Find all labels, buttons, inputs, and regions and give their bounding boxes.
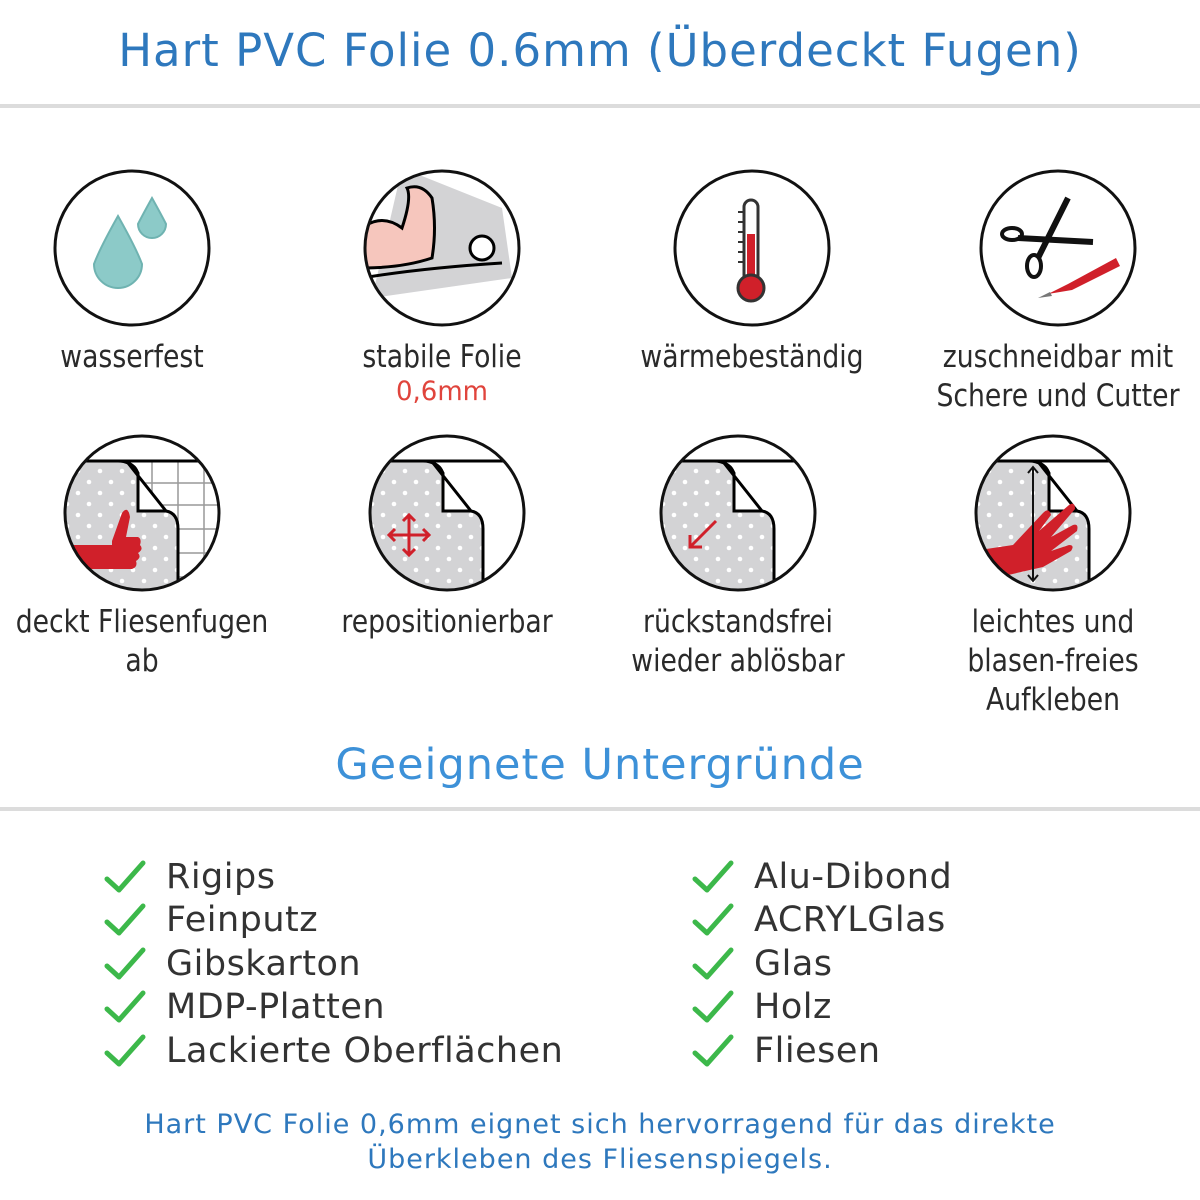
surface-item-label: Gibskarton [166,943,362,984]
move-arrows-icon [368,434,526,592]
surface-item: Holz [692,986,952,1030]
surface-item-label: Alu-Dibond [754,856,953,897]
surface-item: Fliesen [692,1029,952,1073]
checkmark-icon [692,990,734,1023]
surface-item-label: Feinputz [166,900,319,941]
thermometer-icon [673,169,831,327]
footer-note: Hart PVC Folie 0,6mm eignet sich hervorr… [0,1107,1200,1177]
checkmark-icon [692,947,734,980]
feature-label-deckt-fliesenfugen: deckt Fliesenfugen ab [15,604,269,679]
checkmark-icon [692,1034,734,1067]
surfaces-list-right: Alu-Dibond ACRYLGlas Glas Holz Fliesen [692,855,952,1073]
scissors-cutter-icon [979,169,1137,327]
surface-item: Rigips [104,855,563,899]
footer-line: Hart PVC Folie 0,6mm eignet sich hervorr… [144,1109,1056,1140]
surface-item-label: ACRYLGlas [754,900,946,941]
surface-item: MDP-Platten [104,986,563,1030]
checkmark-icon [104,1034,146,1067]
surface-item-label: Lackierte Oberflächen [166,1030,564,1071]
checkmark-icon [104,903,146,936]
surface-item: Glas [692,942,952,986]
feature-sublabel-thickness: 0,6mm [395,376,489,407]
surface-item: Feinputz [104,899,563,943]
feature-label-rueckstandsfrei: rückstandsfrei wieder ablösbar [631,604,845,679]
muscle-arm-icon [363,169,521,327]
feature-label-stabile-folie: stabile Folie 0,6mm [313,338,571,407]
checkmark-icon [104,947,146,980]
surface-item-label: MDP-Platten [166,987,386,1028]
checkmark-icon [692,903,734,936]
surface-item-label: Glas [754,943,833,984]
feature-label-zuschneidbar: zuschneidbar mit Schere und Cutter [936,339,1180,414]
surface-item: Gibskarton [104,942,563,986]
checkmark-icon [692,860,734,893]
page-title: Hart PVC Folie 0.6mm (Überdeckt Fugen) [118,24,1082,77]
footer-line: Überkleben des Fliesenspiegels. [367,1144,833,1175]
surface-item-label: Fliesen [754,1030,881,1071]
peel-off-arrow-icon [659,434,817,592]
feature-label-wasserfest: wasserfest [60,339,204,375]
divider [0,807,1200,811]
feature-label-text: stabile Folie [362,339,522,375]
surface-item: Alu-Dibond [692,855,952,899]
feature-label-repositionierbar: repositionierbar [341,604,553,640]
feature-label-waermebestaendig: wärmebeständig [640,339,864,375]
water-drops-icon [53,169,211,327]
checkmark-icon [104,990,146,1023]
surface-item-label: Holz [754,987,832,1028]
feature-label-blasenfrei: leichtes und blasen-freies Aufkleben [967,604,1139,718]
checkmark-icon [104,860,146,893]
thumbs-up-tiles-icon [63,434,221,592]
surfaces-heading: Geeignete Untergründe [335,740,865,790]
surface-item: Lackierte Oberflächen [104,1029,563,1073]
surfaces-list-left: Rigips Feinputz Gibskarton MDP-Platten Lacki… [104,855,563,1073]
divider [0,104,1200,108]
surface-item: ACRYLGlas [692,899,952,943]
hand-smoothing-icon [974,434,1132,592]
surface-item-label: Rigips [166,856,276,897]
